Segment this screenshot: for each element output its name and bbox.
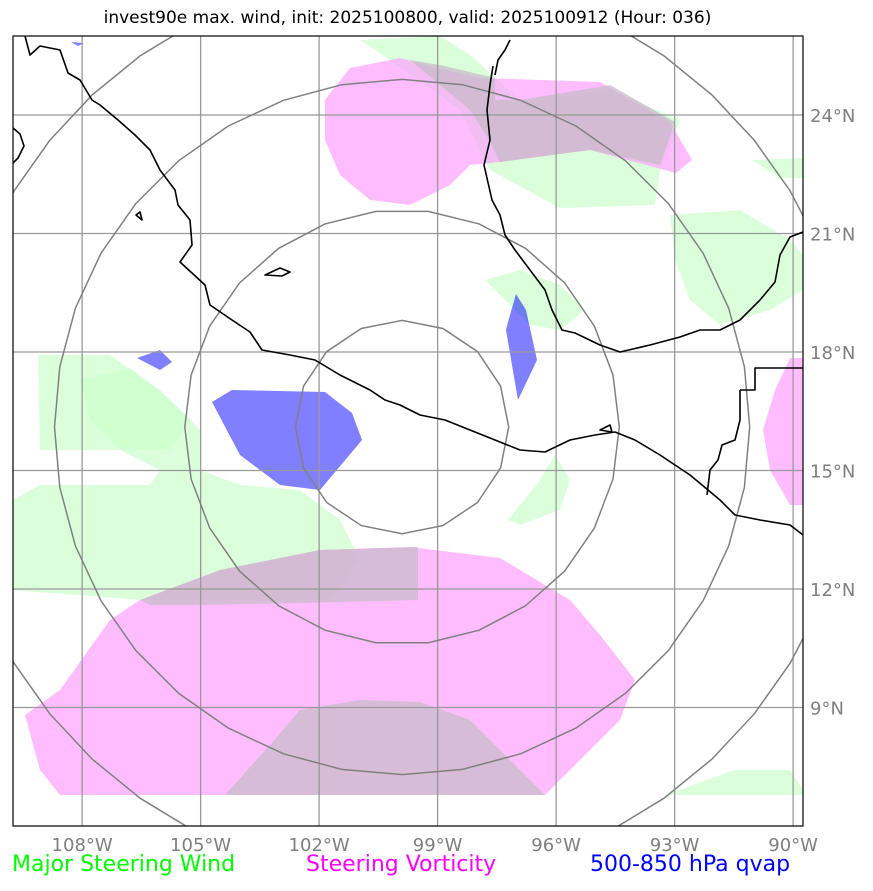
qvap-region-main bbox=[212, 390, 362, 490]
border-guatemala bbox=[740, 367, 803, 391]
lat-tick-label: 9°N bbox=[810, 699, 844, 720]
lat-tick-label: 12°N bbox=[810, 580, 855, 601]
lon-tick-label: 108°W bbox=[52, 835, 113, 856]
baja-coast bbox=[13, 127, 25, 164]
overlap-south bbox=[225, 700, 545, 795]
legend-steering-vorticity: Steering Vorticity bbox=[306, 852, 497, 877]
map-title: invest90e max. wind, init: 2025100800, v… bbox=[103, 8, 712, 28]
range-ring bbox=[13, 36, 803, 826]
latitude-labels: 24°N 21°N 18°N 15°N 12°N 9°N bbox=[810, 106, 855, 720]
range-rings bbox=[13, 36, 803, 826]
wind-region-ne-small bbox=[752, 158, 803, 178]
coastline-pacific bbox=[24, 36, 803, 536]
island-1 bbox=[264, 267, 291, 277]
lon-tick-label: 90°W bbox=[768, 835, 818, 856]
wind-region-se bbox=[665, 770, 803, 795]
coastline-yucatan-north bbox=[494, 39, 511, 76]
lat-tick-label: 21°N bbox=[810, 225, 855, 246]
island-2 bbox=[135, 211, 143, 221]
longitude-labels: 108°W 105°W 102°W 99°W 96°W 93°W 90°W bbox=[52, 835, 819, 856]
lon-tick-label: 99°W bbox=[413, 835, 463, 856]
overlap-north bbox=[410, 60, 675, 165]
vorticity-region-east bbox=[763, 358, 803, 505]
overlap-west bbox=[140, 547, 418, 605]
qvap-region-east bbox=[506, 294, 537, 400]
lon-tick-label: 102°W bbox=[289, 835, 350, 856]
coastline-layer bbox=[13, 36, 803, 536]
coastline-gulf bbox=[483, 65, 803, 353]
wind-region-west-top bbox=[38, 355, 190, 450]
lat-tick-label: 24°N bbox=[810, 106, 855, 127]
wind-region-ne bbox=[670, 210, 803, 325]
island-3 bbox=[599, 424, 613, 433]
range-ring bbox=[184, 210, 621, 644]
lon-tick-label: 96°W bbox=[531, 835, 581, 856]
border-guatemala-2 bbox=[706, 390, 741, 496]
lon-tick-label: 105°W bbox=[170, 835, 231, 856]
gridlines bbox=[13, 36, 803, 826]
lat-tick-label: 18°N bbox=[810, 343, 855, 364]
lon-tick-label: 93°W bbox=[650, 835, 700, 856]
range-ring bbox=[53, 78, 751, 776]
range-ring bbox=[294, 319, 510, 535]
legend-qvap: 500-850 hPa qvap bbox=[590, 852, 791, 877]
qvap-region-nw bbox=[71, 42, 84, 46]
qvap-layer bbox=[71, 42, 537, 490]
lat-tick-label: 15°N bbox=[810, 462, 855, 483]
legend-steering-wind: Major Steering Wind bbox=[12, 852, 236, 877]
overlap-layer bbox=[140, 60, 675, 795]
wind-region-mid bbox=[485, 270, 585, 330]
wind-region-south-mid bbox=[508, 455, 570, 525]
plot-frame bbox=[12, 35, 804, 827]
qvap-region-west bbox=[137, 350, 172, 370]
